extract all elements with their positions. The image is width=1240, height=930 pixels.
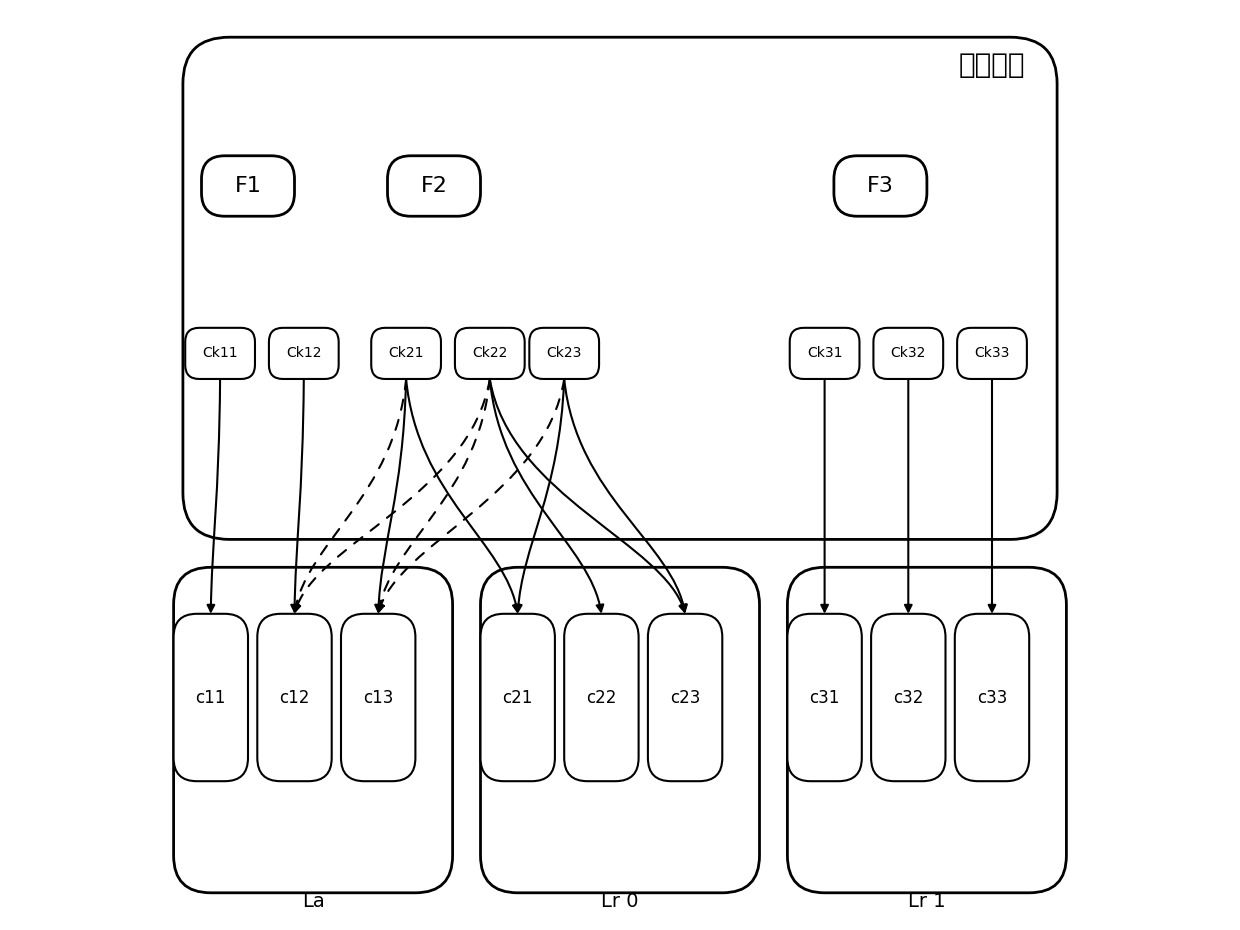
FancyArrowPatch shape: [291, 379, 304, 611]
FancyBboxPatch shape: [873, 327, 944, 379]
FancyBboxPatch shape: [957, 327, 1027, 379]
FancyBboxPatch shape: [182, 37, 1056, 539]
Text: F1: F1: [234, 176, 262, 196]
FancyArrowPatch shape: [207, 379, 219, 611]
FancyArrowPatch shape: [376, 379, 405, 611]
Text: Ck22: Ck22: [472, 346, 507, 361]
FancyBboxPatch shape: [564, 614, 639, 781]
Text: c31: c31: [810, 688, 839, 707]
FancyArrowPatch shape: [905, 379, 911, 611]
FancyArrowPatch shape: [294, 379, 490, 612]
FancyBboxPatch shape: [387, 155, 480, 216]
FancyBboxPatch shape: [481, 614, 556, 781]
Text: La: La: [301, 893, 325, 911]
FancyBboxPatch shape: [833, 155, 926, 216]
Text: F2: F2: [420, 176, 448, 196]
FancyBboxPatch shape: [790, 327, 859, 379]
FancyArrowPatch shape: [490, 379, 686, 612]
FancyArrowPatch shape: [490, 379, 604, 612]
Text: Lr 1: Lr 1: [908, 893, 946, 911]
Text: F3: F3: [867, 176, 894, 196]
FancyArrowPatch shape: [988, 379, 996, 611]
FancyArrowPatch shape: [821, 379, 828, 611]
FancyArrowPatch shape: [377, 379, 564, 612]
Text: c13: c13: [363, 688, 393, 707]
FancyBboxPatch shape: [455, 327, 525, 379]
FancyBboxPatch shape: [174, 614, 248, 781]
FancyArrowPatch shape: [515, 379, 564, 612]
Text: c21: c21: [502, 688, 533, 707]
Text: c12: c12: [279, 688, 310, 707]
FancyBboxPatch shape: [787, 614, 862, 781]
Text: c23: c23: [670, 688, 701, 707]
Text: Ck33: Ck33: [975, 346, 1009, 361]
Text: 命名空间: 命名空间: [959, 51, 1025, 79]
Text: c11: c11: [196, 688, 226, 707]
Text: Ck11: Ck11: [202, 346, 238, 361]
Text: Ck21: Ck21: [388, 346, 424, 361]
FancyBboxPatch shape: [955, 614, 1029, 781]
FancyBboxPatch shape: [257, 614, 331, 781]
FancyBboxPatch shape: [341, 614, 415, 781]
Text: c32: c32: [893, 688, 924, 707]
FancyArrowPatch shape: [564, 379, 687, 612]
Text: c22: c22: [587, 688, 616, 707]
FancyBboxPatch shape: [174, 567, 453, 893]
FancyArrowPatch shape: [293, 379, 405, 612]
FancyBboxPatch shape: [269, 327, 339, 379]
Text: Ck12: Ck12: [286, 346, 321, 361]
FancyBboxPatch shape: [371, 327, 441, 379]
FancyBboxPatch shape: [529, 327, 599, 379]
Text: c33: c33: [977, 688, 1007, 707]
FancyArrowPatch shape: [405, 379, 520, 612]
FancyBboxPatch shape: [787, 567, 1066, 893]
FancyBboxPatch shape: [185, 327, 255, 379]
FancyBboxPatch shape: [201, 155, 295, 216]
Text: Ck31: Ck31: [807, 346, 842, 361]
FancyBboxPatch shape: [870, 614, 945, 781]
FancyBboxPatch shape: [647, 614, 722, 781]
FancyArrowPatch shape: [376, 379, 490, 612]
Text: Lr 0: Lr 0: [601, 893, 639, 911]
Text: Ck23: Ck23: [547, 346, 582, 361]
Text: Ck32: Ck32: [890, 346, 926, 361]
FancyBboxPatch shape: [480, 567, 759, 893]
